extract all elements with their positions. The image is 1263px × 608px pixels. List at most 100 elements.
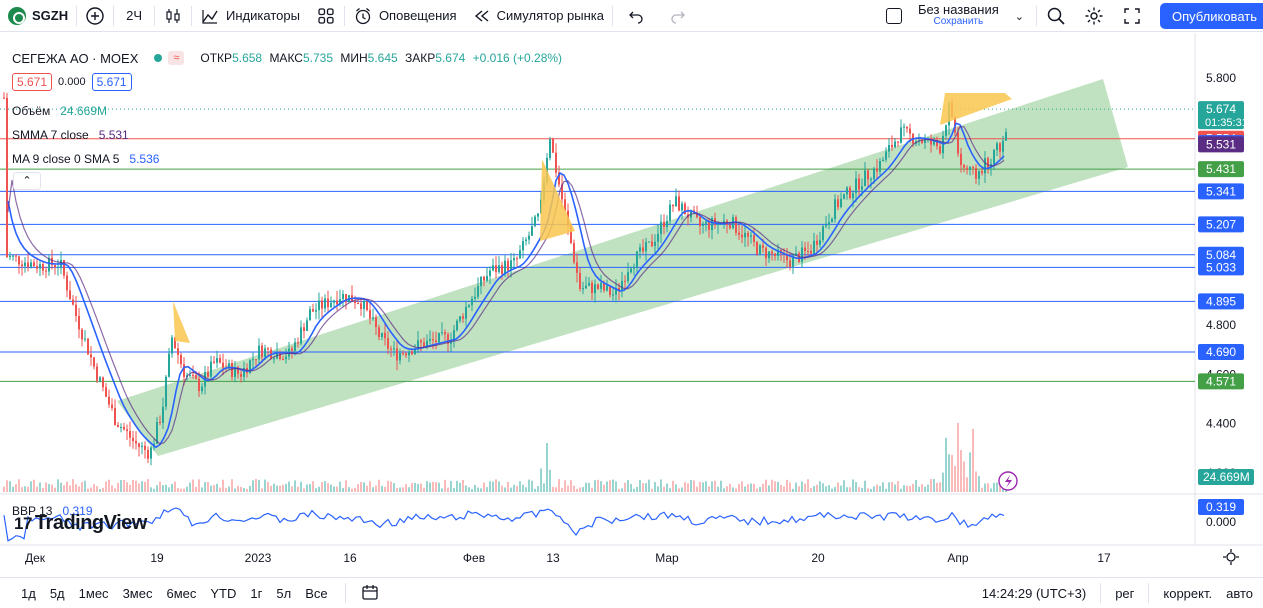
undo-button[interactable] bbox=[613, 0, 659, 32]
volume-bar bbox=[252, 480, 254, 492]
divider bbox=[76, 5, 78, 26]
candle-body bbox=[663, 221, 665, 228]
legend: СЕГЕЖА АО · MOEX ≈ ОТКР5.658 МАКС5.735 М… bbox=[12, 46, 562, 94]
chevron-down-icon[interactable]: ⌄ bbox=[1014, 10, 1024, 23]
layout-checkbox[interactable] bbox=[886, 8, 902, 24]
volume-bar bbox=[357, 484, 359, 492]
candle-body bbox=[126, 429, 128, 432]
candle-body bbox=[489, 270, 491, 277]
volume-bar bbox=[336, 486, 338, 492]
volume-bar bbox=[321, 482, 323, 492]
session-toggle[interactable]: рег bbox=[1115, 585, 1135, 601]
candle-body bbox=[795, 253, 797, 256]
volume-bar bbox=[585, 482, 587, 492]
bbp-zero-label: 0.000 bbox=[1206, 515, 1236, 529]
legend-title[interactable]: СЕГЕЖА АО · MOEX bbox=[12, 50, 139, 66]
price-tick-label: 4.400 bbox=[1206, 417, 1236, 431]
volume-legend[interactable]: Объём 24.669M bbox=[12, 104, 107, 118]
replay-label: Симулятор рынка bbox=[496, 8, 604, 23]
range-button[interactable]: 1мес bbox=[78, 585, 109, 601]
volume-bar bbox=[462, 479, 464, 492]
volume-label: Объём bbox=[12, 104, 51, 118]
candle-body bbox=[885, 151, 887, 160]
chart-type-button[interactable] bbox=[155, 0, 191, 32]
redo-button[interactable] bbox=[659, 0, 697, 32]
volume-bar bbox=[555, 487, 557, 492]
volume-bar bbox=[552, 486, 554, 492]
range-button[interactable]: Все bbox=[305, 585, 328, 601]
volume-bar bbox=[291, 486, 293, 492]
range-button[interactable]: 1д bbox=[21, 585, 36, 601]
auto-scale-toggle[interactable]: авто bbox=[1226, 585, 1253, 601]
range-button[interactable]: 5л bbox=[276, 585, 292, 601]
volume-bar bbox=[474, 484, 476, 492]
candle-body bbox=[723, 220, 725, 223]
candle-body bbox=[576, 262, 578, 273]
layout-name-button[interactable]: Без названия Сохранить bbox=[918, 3, 999, 28]
collapse-legend-button[interactable]: ⌃ bbox=[13, 172, 41, 190]
volume-bar bbox=[96, 486, 98, 492]
symbol-search-button[interactable]: SGZH bbox=[0, 0, 76, 32]
price-axis[interactable]: 5.8004.8004.6004.4004.2005.67401:35:315.… bbox=[998, 71, 1254, 529]
range-button[interactable]: 5д bbox=[49, 585, 65, 601]
layout-save-link[interactable]: Сохранить bbox=[933, 16, 984, 27]
volume-bar bbox=[324, 481, 326, 492]
volume-bar bbox=[276, 485, 278, 492]
templates-button[interactable] bbox=[308, 0, 344, 32]
candle-body bbox=[282, 359, 284, 361]
candle-body bbox=[501, 265, 503, 275]
bbp-legend[interactable]: BBP 13 0.319 bbox=[12, 504, 93, 518]
candle-body bbox=[834, 199, 836, 220]
range-button[interactable]: 6мес bbox=[166, 585, 197, 601]
volume-bar bbox=[213, 485, 215, 492]
volume-bar bbox=[588, 482, 590, 492]
publish-button[interactable]: Опубликовать bbox=[1159, 3, 1263, 29]
range-button[interactable]: 3мес bbox=[122, 585, 153, 601]
fullscreen-icon[interactable] bbox=[1122, 6, 1142, 26]
range-button[interactable]: YTD bbox=[210, 585, 237, 601]
range-button[interactable]: 1г bbox=[250, 585, 263, 601]
volume-bar bbox=[651, 488, 653, 492]
volume-bar bbox=[282, 484, 284, 492]
adjust-toggle[interactable]: коррект. bbox=[1163, 585, 1213, 601]
volume-bar bbox=[456, 480, 458, 492]
volume-bar bbox=[918, 486, 920, 492]
range-buttons: 1д 5д 1мес 3мес 6мес YTD 1г 5л Все bbox=[0, 586, 335, 601]
volume-bar bbox=[339, 481, 341, 492]
volume-bar bbox=[318, 486, 320, 492]
candle-body bbox=[159, 421, 161, 423]
candle-body bbox=[297, 342, 299, 344]
volume-bar bbox=[303, 488, 305, 492]
candle-body bbox=[474, 296, 476, 299]
indicators-button[interactable]: Индикаторы bbox=[192, 0, 308, 32]
search-icon[interactable] bbox=[1046, 6, 1066, 26]
smma-legend[interactable]: SMMA 7 close 5.531 bbox=[12, 128, 129, 142]
clock-time[interactable]: 14:24:29 (UTC+3) bbox=[981, 585, 1087, 601]
volume-bar bbox=[759, 486, 761, 492]
annotations[interactable] bbox=[173, 93, 1012, 343]
volume-bar bbox=[993, 482, 995, 492]
chart-area[interactable]: 5.8004.8004.6004.4004.2005.67401:35:315.… bbox=[0, 33, 1263, 577]
time-axis[interactable]: Дек 19 2023 16 Фев 13 Мар 20 Апр 17 bbox=[25, 549, 1239, 565]
volume-bar bbox=[105, 481, 107, 492]
candle-body bbox=[762, 245, 764, 248]
candle-body bbox=[33, 262, 35, 267]
candle-body bbox=[267, 348, 269, 350]
candle-body bbox=[630, 268, 632, 273]
compare-button[interactable] bbox=[77, 0, 113, 32]
high-label: МАКС bbox=[269, 51, 303, 65]
bid-price[interactable]: 5.671 bbox=[12, 73, 53, 91]
alerts-button[interactable]: Оповещения bbox=[345, 0, 465, 32]
ma-legend[interactable]: MA 9 close 0 SMA 5 5.536 bbox=[12, 152, 159, 166]
candle-body bbox=[81, 329, 83, 340]
gear-icon[interactable] bbox=[1084, 6, 1104, 26]
volume-bar bbox=[699, 481, 701, 492]
volume-bar bbox=[333, 486, 335, 492]
volume-bar bbox=[402, 487, 404, 492]
candle-body bbox=[561, 184, 563, 200]
replay-button[interactable]: Симулятор рынка bbox=[465, 0, 612, 32]
horizontal-levels[interactable] bbox=[0, 108, 1195, 382]
ask-price[interactable]: 5.671 bbox=[91, 73, 132, 91]
calendar-range-icon[interactable] bbox=[360, 583, 380, 603]
interval-button[interactable]: 2Ч bbox=[114, 0, 154, 32]
